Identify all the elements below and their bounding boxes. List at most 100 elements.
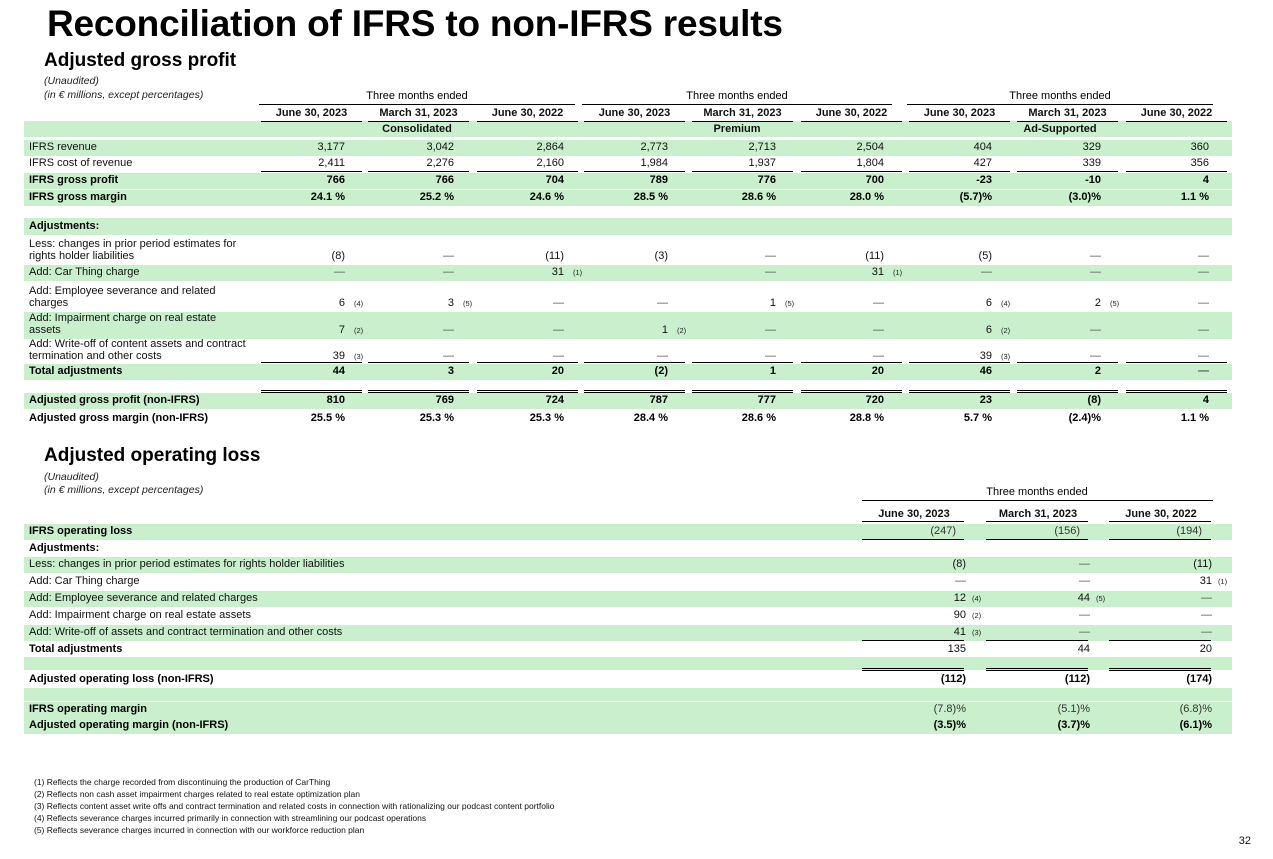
cell-value: (156) [1054,525,1080,537]
row-label: Adjustments: [29,542,100,554]
subtotal-rule [261,362,362,363]
subtotal-rule [584,171,685,172]
cell-value: (3.7)% [1057,719,1090,731]
cell-value: 12 [953,592,966,604]
cell-value: 31 [551,266,564,278]
footnote-5: (5) Reflects severance charges incurred … [34,825,365,835]
cell-value: — [443,266,454,278]
column-date: June 30, 2023 [275,107,348,119]
cell-value: 2 [1094,297,1101,309]
cell-value: — [1198,324,1209,336]
row-label: Add: Impairment charge on real estate ass… [29,312,216,336]
row-highlight [24,364,1232,380]
total-rule [1109,670,1211,671]
total-rule [1017,390,1118,391]
row-label: Add: Impairment charge on real estate as… [29,609,251,621]
total-rule [477,392,578,393]
cell-value: — [553,324,564,336]
row-label: IFRS cost of revenue [29,157,133,169]
subtotal-rule [477,362,578,363]
cell-value: (5.1)% [1057,703,1090,715]
footnote-marker: (2) [1001,326,1011,335]
subtotal-rule [692,171,793,172]
subtotal-rule [1109,539,1211,540]
total-rule [261,392,362,393]
row-label: IFRS gross profit [29,174,119,186]
total-rule [584,392,685,393]
cell-value: — [1079,575,1090,587]
cell-value: -10 [1085,174,1101,186]
row-label: Total adjustments [29,365,123,377]
total-rule [584,390,685,391]
cell-value: — [1201,592,1212,604]
cell-value: — [553,297,564,309]
column-date: June 30, 2023 [878,508,950,520]
cell-value: (6.1)% [1179,719,1212,731]
row-label-line: charges [29,297,69,309]
row-highlight [24,702,1232,718]
cell-value: — [1201,609,1212,621]
cell-value: — [1090,350,1101,362]
cell-value: 1,984 [640,157,668,169]
cell-value: 1,804 [856,157,884,169]
total-rule [986,668,1088,669]
row-highlight [24,190,1232,206]
total-rule [801,392,902,393]
column-date: June 30, 2022 [815,107,888,119]
row-highlight [24,140,1232,156]
cell-value: 25.2 % [419,191,454,203]
total-rule [862,668,964,669]
cell-value: — [443,350,454,362]
subtotal-rule [692,362,793,363]
cell-value: (11) [545,250,564,262]
cell-value: 724 [545,394,564,406]
subtotal-rule [1126,171,1227,172]
date-rule [261,121,362,122]
subtotal-rule [986,640,1088,641]
row-label-line: termination and other costs [29,350,162,362]
date-rule [1126,121,1227,122]
cell-value: — [1090,324,1101,336]
gross-profit-units-note: (in € millions, except percentages) [44,89,204,101]
cell-value: 28.0 % [849,191,884,203]
cell-value: 7 [338,324,345,336]
cell-value: — [981,266,992,278]
cell-value: — [1079,626,1090,638]
cell-value: — [873,350,884,362]
column-date: June 30, 2022 [491,107,564,119]
row-label: Less: changes in prior period estimates … [29,558,345,570]
footnote-marker: (4) [1001,299,1011,308]
subtotal-rule [862,640,964,641]
total-rule [1017,392,1118,393]
cell-value: 2,411 [318,157,345,169]
row-label-line: Add: Impairment charge on real estate [29,312,217,324]
cell-value: — [657,297,668,309]
operating-loss-heading: Adjusted operating loss [44,445,261,466]
column-date: March 31, 2023 [1028,107,1107,119]
date-rule [986,521,1088,522]
header-rule [862,500,1213,501]
cell-value: (11) [865,250,884,262]
cell-value: 329 [1082,141,1101,153]
subtotal-rule [909,171,1010,172]
column-date: June 30, 2023 [923,107,996,119]
page-number: 32 [1238,835,1251,847]
cell-value: 1 [661,324,668,336]
cell-value: 789 [649,174,668,186]
cell-value: 135 [947,643,966,655]
column-date: June 30, 2023 [598,107,671,119]
cell-value: 4 [1202,174,1209,186]
cell-value: 2,160 [536,157,564,169]
total-rule [368,390,469,391]
footnote-marker: (4) [354,299,364,308]
cell-value: 44 [332,365,345,377]
period-header: Three months ended [1009,90,1111,102]
footnote-marker: (2) [972,611,982,620]
cell-value: (8) [331,250,345,262]
row-label: Adjustments: [29,220,100,232]
row-highlight [24,524,1232,540]
cell-value: 2,276 [426,157,454,169]
cell-value: — [1198,250,1209,262]
total-rule [1126,390,1227,391]
operating-loss-unaudited-note: (Unaudited) [44,471,99,483]
